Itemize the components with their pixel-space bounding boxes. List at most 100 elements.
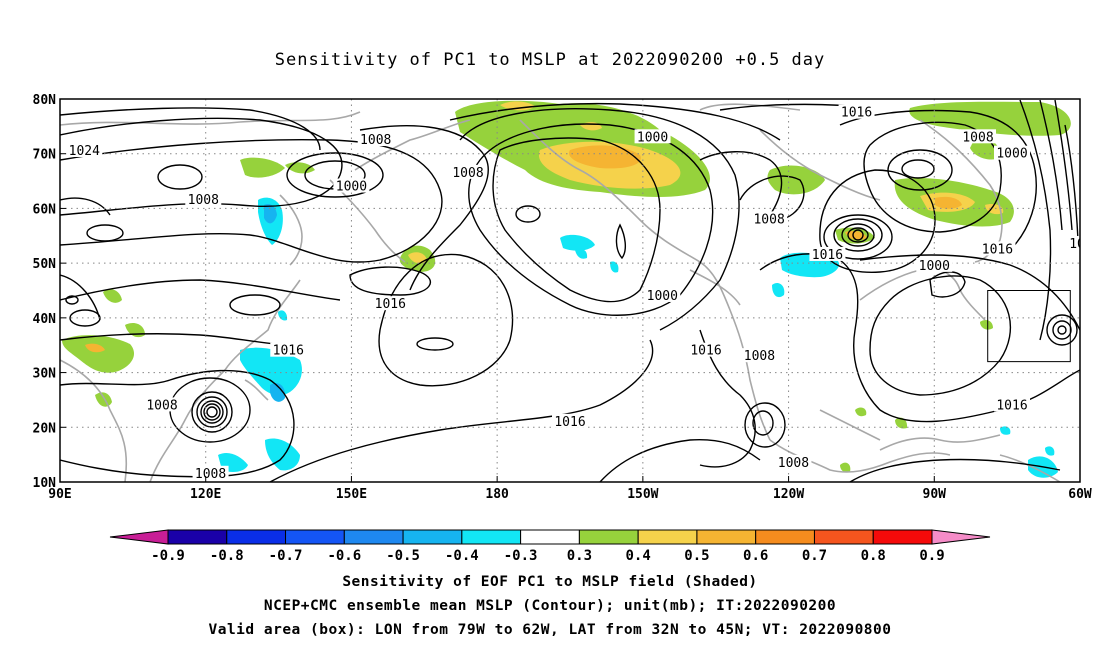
contour-label-bg [192, 465, 229, 480]
contour-label-bg [333, 178, 370, 193]
lat-label: 80N [33, 93, 57, 108]
contour-label: 1000 [637, 130, 668, 145]
colorbar-tick-label: -0.3 [504, 548, 538, 564]
contour-label-bg [1066, 235, 1080, 250]
lon-label: 60W [1068, 487, 1092, 502]
contour-label-bg [979, 241, 1016, 256]
lat-lon-grid [60, 99, 1080, 482]
longitude-labels: 90E 120E 150E 180 150W 120W 90W 60W [48, 476, 1092, 502]
lat-label: 10N [33, 476, 57, 491]
sensitivity-patch [575, 248, 588, 259]
sensitivity-patch [1000, 426, 1011, 435]
contour-label-bg [357, 132, 394, 147]
colorbar-segment [813, 529, 874, 545]
sensitivity-patch [408, 252, 427, 264]
colorbar-tick-label: 0.7 [802, 548, 827, 564]
caption-line-2: NCEP+CMC ensemble mean MSLP (Contour); u… [263, 598, 837, 614]
colorbar-segment [696, 529, 757, 545]
colorbar: -0.9 -0.8 -0.7 -0.6 -0.5 -0.4 -0.3 0.3 0.4 0.5 0.6… [109, 529, 991, 564]
sensitivity-patch [1045, 446, 1055, 456]
latitude-labels: 80N 70N 60N 50N 40N 30N 20N 10N [33, 93, 66, 491]
contour-label-bg [634, 129, 671, 144]
colorbar-segment [872, 529, 933, 545]
colorbar-segment [285, 529, 345, 545]
contour-label: 1016 [982, 242, 1013, 257]
contour-label: 1008 [744, 349, 775, 364]
sensitivity-patch [103, 289, 122, 303]
lat-label: 70N [33, 148, 57, 163]
colorbar-low-arrow [109, 529, 169, 545]
colorbar-tick-label: -0.9 [151, 548, 185, 564]
contour-label-bg [916, 257, 953, 272]
sensitivity-patch [855, 407, 867, 417]
lat-label: 30N [33, 367, 57, 382]
colorbar-tick-label: -0.5 [386, 548, 420, 564]
contour-label: 1000 [996, 147, 1027, 162]
colorbar-tick-label: 0.5 [684, 548, 709, 564]
sensitivity-patch [62, 335, 135, 373]
lat-label: 40N [33, 312, 57, 327]
contour-label-bg [751, 211, 788, 226]
contour-label: 1016 [690, 344, 721, 359]
colorbar-tick-label: 0.3 [567, 548, 592, 564]
sensitivity-patch [560, 234, 595, 251]
contour-label-bg [994, 397, 1030, 412]
contour-label-bg [66, 142, 103, 157]
colorbar-segment [755, 529, 815, 545]
contour-label: 1008 [753, 212, 784, 227]
contour-label: 1008 [1069, 237, 1100, 252]
contour-label-bg [185, 192, 222, 207]
colorbar-tick-label: -0.4 [445, 548, 479, 564]
sensitivity-patch [569, 145, 641, 169]
contour-label-bg [552, 413, 588, 428]
lon-label: 180 [485, 487, 509, 502]
contour-label: 1016 [996, 398, 1027, 413]
sensitivity-patch [500, 101, 535, 111]
colorbar-tick-label: -0.8 [210, 548, 244, 564]
lat-label: 60N [33, 202, 57, 217]
lon-label: 150W [627, 487, 658, 502]
contour-label: 1008 [195, 467, 226, 482]
contour-label: 1024 [69, 144, 100, 159]
contour-label-bg [144, 397, 180, 412]
contour-label-bg [994, 145, 1030, 160]
colorbar-tick-label: -0.6 [327, 548, 361, 564]
sensitivity-patch [772, 283, 785, 298]
contour-label-bg [775, 454, 812, 469]
contour-label-bg [688, 342, 724, 357]
contour-label: 1008 [452, 166, 483, 181]
sensitivity-patch [265, 438, 300, 471]
colorbar-segment [402, 529, 463, 545]
contour-label: 1000 [919, 259, 950, 274]
contour-label: 1008 [778, 456, 809, 471]
contour-label-bg [450, 164, 486, 179]
sensitivity-patch [85, 343, 105, 353]
sensitivity-patch [935, 196, 962, 209]
colorbar-segment [578, 529, 639, 545]
lon-label: 90W [923, 487, 947, 502]
colorbar-segment [226, 529, 287, 545]
lat-label: 50N [33, 257, 57, 272]
colorbar-segment [637, 529, 698, 545]
colorbar-segment [167, 529, 228, 545]
coastlines [60, 103, 1061, 482]
contour-label: 1000 [647, 289, 678, 304]
colorbar-tick-label: 0.9 [919, 548, 944, 564]
map-title: Sensitivity of PC1 to MSLP at 2022090200… [274, 50, 826, 70]
contour-label-bg [741, 348, 778, 363]
contour-label-bg [270, 342, 307, 357]
lon-label: 150E [336, 487, 367, 502]
contour-label: 1008 [360, 133, 391, 148]
contour-label: 1016 [273, 344, 304, 359]
caption-line-1: Sensitivity of EOF PC1 to MSLP field (Sh… [342, 574, 758, 590]
contour-label-bg [838, 104, 875, 119]
contour-label: 1000 [336, 180, 367, 195]
colorbar-segment [520, 529, 580, 545]
sensitivity-patch [240, 347, 302, 396]
lon-label: 120E [190, 487, 221, 502]
map-frame [59, 98, 1081, 483]
colorbar-segment [461, 529, 522, 545]
contour-label: 1016 [841, 106, 872, 121]
colorbar-tick-label: 0.4 [626, 548, 651, 564]
